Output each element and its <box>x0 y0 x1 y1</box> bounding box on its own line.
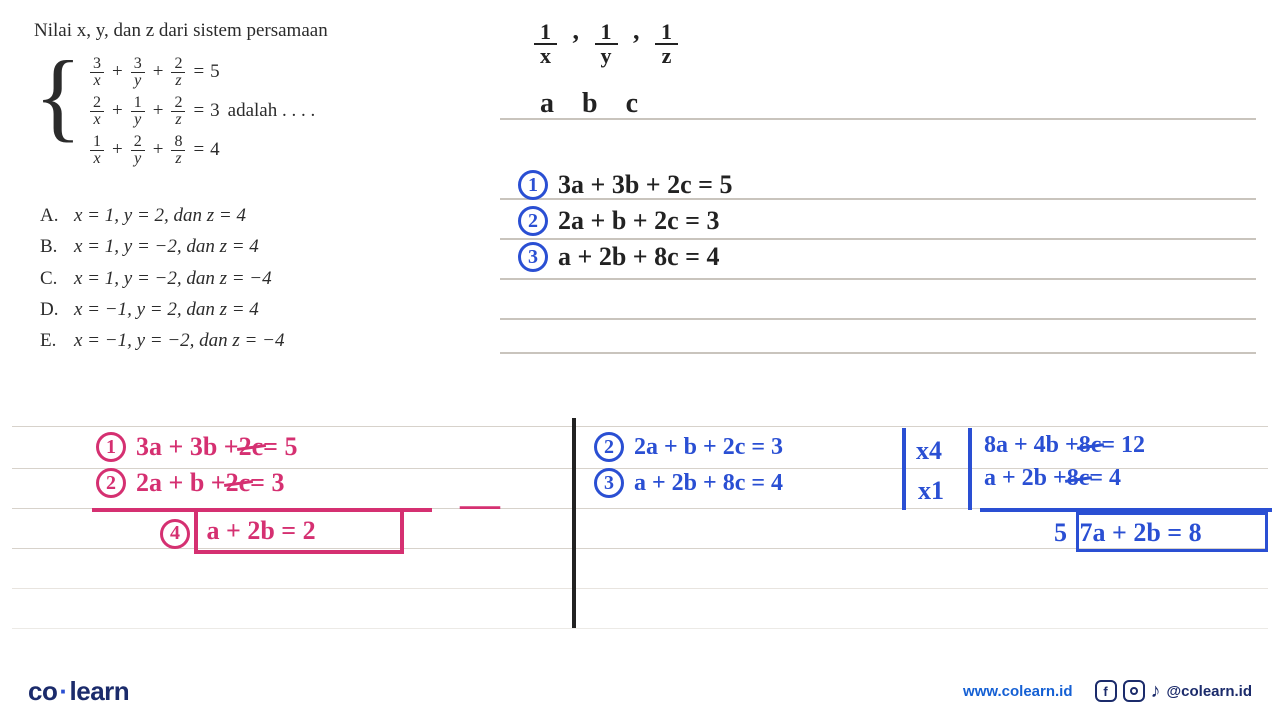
blue-result-box <box>1076 512 1268 552</box>
option-c: C.x = 1, y = −2, dan z = −4 <box>40 263 284 294</box>
footer-socials: f ♪ @colearn.id <box>1095 680 1252 703</box>
circled-4-pink-icon: 4 <box>160 519 190 549</box>
system-abc: 1 3a + 3b + 2c = 5 2 2a + b + 2c = 3 3 a… <box>518 170 732 272</box>
blue-result-box-top <box>1076 512 1268 515</box>
equation-2: 2x + 1y + 2z =3 adalah . . . . <box>88 95 315 128</box>
circled-1-icon: 1 <box>518 170 548 200</box>
substitution-vars: abc <box>540 88 666 120</box>
mult-x4: x4 <box>916 436 942 466</box>
instagram-icon <box>1123 680 1145 702</box>
circled-2-pink-icon: 2 <box>96 468 126 498</box>
left-brace: { <box>34 48 82 167</box>
option-a: A.x = 1, y = 2, dan z = 4 <box>40 200 284 231</box>
abc-row-2: 2 2a + b + 2c = 3 <box>518 206 732 236</box>
abc-row-1: 1 3a + 3b + 2c = 5 <box>518 170 732 200</box>
pink-row-1: 1 3a + 3b + 2c = 5 <box>96 432 297 462</box>
facebook-icon: f <box>1095 680 1117 702</box>
equation-system: { 3x + 3y + 2z =5 2x + 1y + 2z =3 ad <box>34 52 494 167</box>
abc-row-3: 3 a + 2b + 8c = 4 <box>518 242 732 272</box>
blue-row-2: 3 a + 2b + 8c = 4 <box>594 468 783 498</box>
problem-block: Nilai x, y, dan z dari sistem persamaan … <box>34 18 494 167</box>
minus-sign-pink: — <box>460 480 500 527</box>
circled-3-icon: 3 <box>518 242 548 272</box>
blue-exp-row-2: a + 2b + 8c = 4 <box>984 465 1145 492</box>
answer-options: A.x = 1, y = 2, dan z = 4 B.x = 1, y = −… <box>40 200 284 357</box>
substitution-fractions: 1x , 1y , 1z <box>530 16 682 67</box>
blue-divider-1 <box>902 428 906 510</box>
option-b: B.x = 1, y = −2, dan z = 4 <box>40 231 284 262</box>
option-e: E.x = −1, y = −2, dan z = −4 <box>40 325 284 356</box>
blue-row-1: 2 2a + b + 2c = 3 <box>594 432 783 462</box>
circled-3-blue-icon: 3 <box>594 468 624 498</box>
footer-url: www.colearn.id <box>963 683 1072 700</box>
circled-1-pink-icon: 1 <box>96 432 126 462</box>
mult-x1: x1 <box>918 476 944 506</box>
pink-elimination: 1 3a + 3b + 2c = 5 2 2a + b + 2c = 3 <box>96 432 297 498</box>
option-d: D.x = −1, y = 2, dan z = 4 <box>40 294 284 325</box>
pink-result-box <box>194 512 404 554</box>
equation-1: 3x + 3y + 2z =5 <box>88 56 315 89</box>
blue-expanded: 8a + 4b + 8c = 12 a + 2b + 8c = 4 <box>984 432 1145 492</box>
black-divider <box>572 418 576 628</box>
colearn-logo: co·learn <box>28 676 129 707</box>
blue-elimination: 2 2a + b + 2c = 3 3 a + 2b + 8c = 4 <box>594 432 783 498</box>
pink-row-2: 2 2a + b + 2c = 3 <box>96 468 297 498</box>
blue-divider-2 <box>968 428 972 510</box>
problem-prompt: Nilai x, y, dan z dari sistem persamaan <box>34 18 494 44</box>
tiktok-icon: ♪ <box>1151 680 1161 703</box>
whiteboard-page: { "colors": { "ink_black": "#222222", "i… <box>0 0 1280 720</box>
circled-2-icon: 2 <box>518 206 548 236</box>
footer-handle: @colearn.id <box>1167 683 1252 700</box>
circled-2-blue-icon: 2 <box>594 432 624 462</box>
equation-3: 1x + 2y + 8z =4 <box>88 134 315 167</box>
blue-exp-row-1: 8a + 4b + 8c = 12 <box>984 432 1145 459</box>
footer: co·learn www.colearn.id f ♪ @colearn.id <box>0 662 1280 720</box>
